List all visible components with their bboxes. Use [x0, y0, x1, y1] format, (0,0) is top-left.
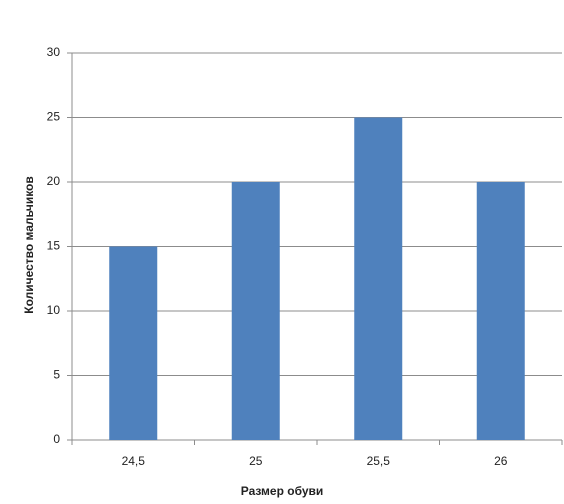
x-axis-title: Размер обуви [241, 484, 324, 498]
y-tick-label: 20 [47, 174, 61, 188]
x-tick-label: 24,5 [122, 454, 146, 468]
y-tick-label: 30 [47, 45, 61, 59]
bar [476, 182, 525, 440]
x-tick-label: 25 [249, 454, 263, 468]
y-tick-label: 15 [47, 239, 61, 253]
x-tick-label: 26 [494, 454, 508, 468]
y-axis-title: Количество мальчиков [22, 176, 36, 314]
bar [231, 182, 280, 440]
bar [109, 246, 158, 440]
x-tick-label: 25,5 [367, 454, 391, 468]
y-tick-label: 25 [47, 110, 61, 124]
bar [354, 117, 403, 440]
y-tick-label: 10 [47, 303, 61, 317]
y-tick-label: 0 [53, 432, 60, 446]
y-tick-label: 5 [53, 368, 60, 382]
